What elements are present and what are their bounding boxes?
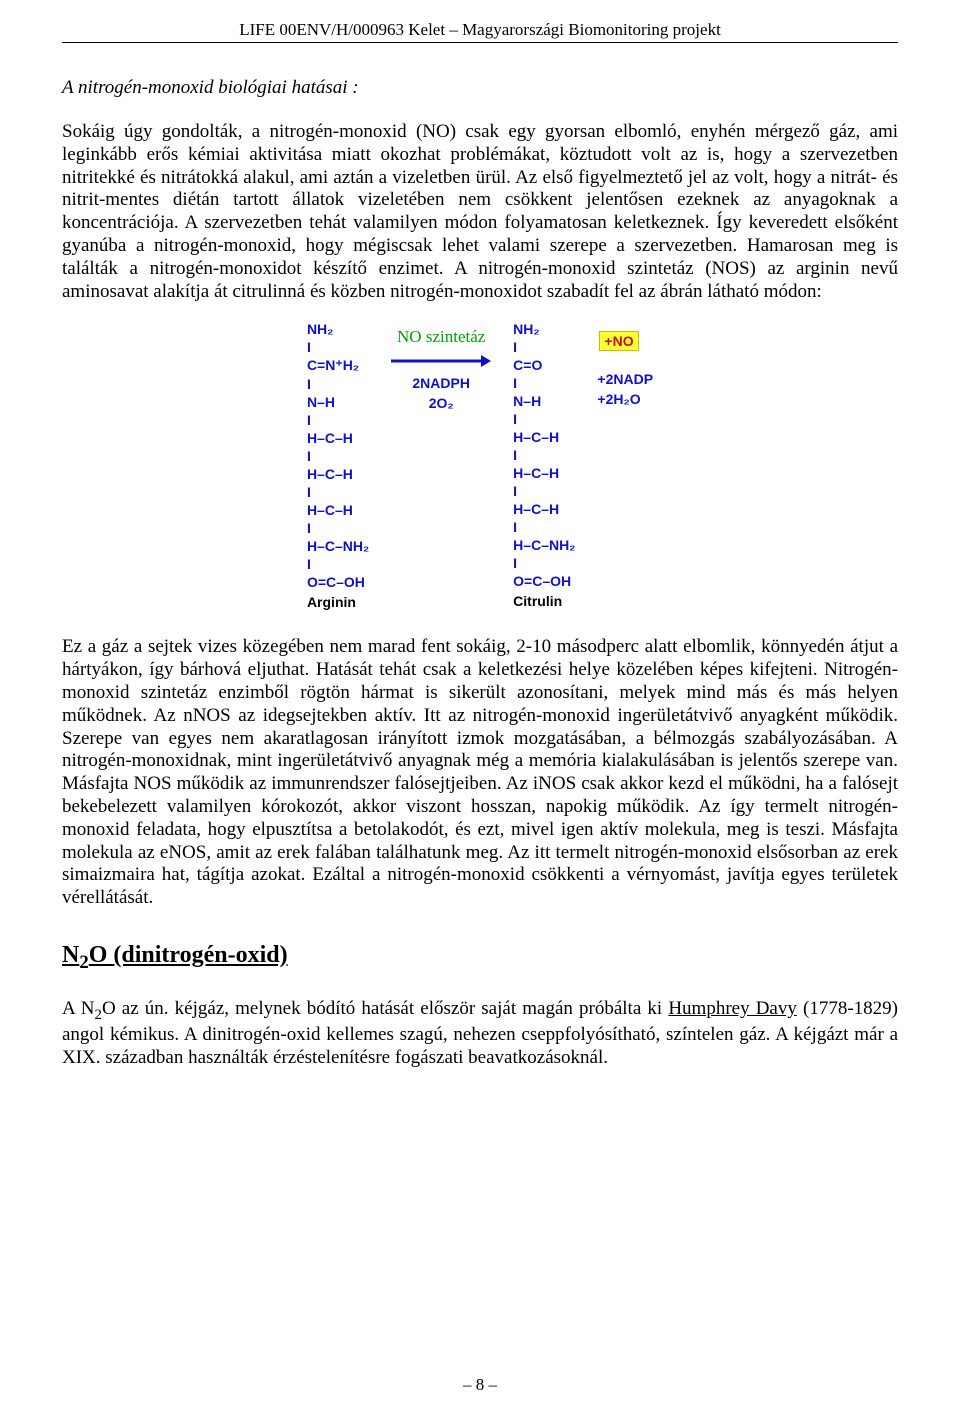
cit-line: H–C–NH₂ <box>513 537 575 553</box>
cit-line: I <box>513 339 517 355</box>
no-product-badge: +NO <box>599 331 638 351</box>
cit-line: NH₂ <box>513 321 539 337</box>
product-1: +2NADP <box>597 371 653 387</box>
humphrey-davy-link[interactable]: Humphrey Davy <box>668 998 797 1019</box>
cit-line: C=O <box>513 357 542 373</box>
enzyme-label: NO szintetáz <box>397 327 485 347</box>
page: LIFE 00ENV/H/000963 Kelet – Magyarország… <box>0 0 960 1413</box>
section-title-italic: A nitrogén-monoxid biológiai hatásai : <box>62 77 898 99</box>
arg-line: O=C–OH <box>307 574 365 590</box>
cit-line: I <box>513 375 517 391</box>
cit-line: I <box>513 519 517 535</box>
page-number: – 8 – <box>0 1375 960 1395</box>
heading-pre: N <box>62 942 79 968</box>
cit-line: H–C–H <box>513 429 559 445</box>
arginine-structure: NH₂ I C=N⁺H₂ I N–H I H–C–H I H–C–H I H–C… <box>307 321 369 610</box>
arg-line: C=N⁺H₂ <box>307 357 359 374</box>
reaction-diagram-inner: NH₂ I C=N⁺H₂ I N–H I H–C–H I H–C–H I H–C… <box>307 321 653 610</box>
p3-sub: 2 <box>95 1007 102 1023</box>
arginine-label: Arginin <box>307 594 356 610</box>
arg-line: NH₂ <box>307 321 333 337</box>
paragraph-2: Ez a gáz a sejtek vizes közegében nem ma… <box>62 636 898 910</box>
arg-line: I <box>307 448 311 464</box>
heading-sub: 2 <box>79 952 88 973</box>
arg-line: I <box>307 556 311 572</box>
paragraph-3: A N2O az ún. kéjgáz, melynek bódító hatá… <box>62 998 898 1070</box>
cit-line: I <box>513 555 517 571</box>
arg-line: I <box>307 412 311 428</box>
arg-line: H–C–H <box>307 466 353 482</box>
cit-line: I <box>513 483 517 499</box>
reagent-2: 2O₂ <box>429 395 454 411</box>
reaction-arrow-column: NO szintetáz 2NADPH 2O₂ <box>391 321 491 411</box>
arg-line: H–C–H <box>307 502 353 518</box>
arg-line: I <box>307 376 311 392</box>
heading-post: O (dinitrogén-oxid) <box>89 942 288 968</box>
arg-line: I <box>307 339 311 355</box>
products-column: +NO +2NADP +2H₂O <box>597 321 653 407</box>
paragraph-1: Sokáig úgy gondolták, a nitrogén-monoxid… <box>62 121 898 303</box>
p3-mid: O az ún. kéjgáz, melynek bódító hatását … <box>102 998 668 1019</box>
citrulline-label: Citrulin <box>513 593 562 609</box>
arg-line: N–H <box>307 394 335 410</box>
citrulline-structure: NH₂ I C=O I N–H I H–C–H I H–C–H I H–C–H … <box>513 321 575 609</box>
reaction-diagram: NH₂ I C=N⁺H₂ I N–H I H–C–H I H–C–H I H–C… <box>62 321 898 610</box>
arrow-icon <box>391 351 491 371</box>
cit-line: H–C–H <box>513 501 559 517</box>
product-2: +2H₂O <box>597 391 640 407</box>
cit-line: O=C–OH <box>513 573 571 589</box>
arg-line: H–C–H <box>307 430 353 446</box>
running-header: LIFE 00ENV/H/000963 Kelet – Magyarország… <box>62 20 898 40</box>
cit-line: I <box>513 447 517 463</box>
cit-line: N–H <box>513 393 541 409</box>
cit-line: I <box>513 411 517 427</box>
arg-line: I <box>307 520 311 536</box>
section-heading-n2o: N2O (dinitrogén-oxid) <box>62 942 898 974</box>
p3-pre: A N <box>62 998 95 1019</box>
arg-line: H–C–NH₂ <box>307 538 369 554</box>
arg-line: I <box>307 484 311 500</box>
cit-line: H–C–H <box>513 465 559 481</box>
reagent-1: 2NADPH <box>412 375 470 391</box>
header-rule <box>62 42 898 43</box>
